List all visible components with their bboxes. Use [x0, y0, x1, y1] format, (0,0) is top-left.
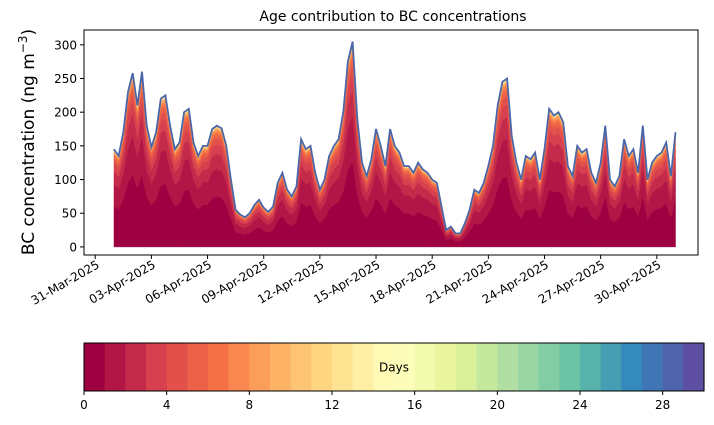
- x-axis: 31-Mar-202503-Apr-202506-Apr-202509-Apr-…: [29, 255, 663, 308]
- colorbar-swatch: [311, 343, 333, 391]
- colorbar-swatch: [580, 343, 602, 391]
- colorbar-swatch: [249, 343, 271, 391]
- colorbar-swatch: [187, 343, 209, 391]
- colorbar-swatch: [125, 343, 147, 391]
- y-axis-label: BC concentration (ng m−3): [16, 29, 39, 255]
- colorbar-swatch: [621, 343, 643, 391]
- y-axis: 0 50 100 150 200 250 300: [54, 38, 84, 254]
- colorbar-tick-label: 20: [490, 398, 505, 412]
- colorbar-swatch: [290, 343, 312, 391]
- colorbar-swatch: [228, 343, 250, 391]
- colorbar-tick-label: 16: [407, 398, 422, 412]
- colorbar-tick-label: 0: [80, 398, 88, 412]
- colorbar-swatch: [352, 343, 374, 391]
- colorbar-swatch: [414, 343, 436, 391]
- colorbar: Days 0 4 8 12 16 20 24 28: [80, 342, 705, 412]
- colorbar-swatch: [146, 343, 168, 391]
- colorbar-swatch: [104, 343, 126, 391]
- total-concentration-line: [113, 41, 677, 235]
- colorbar-tick-label: 12: [324, 398, 339, 412]
- y-tick-label: 50: [62, 207, 77, 221]
- y-tick-label: 200: [54, 106, 77, 120]
- y-tick-label: 0: [69, 240, 77, 254]
- colorbar-swatch: [476, 343, 498, 391]
- stacked-area-layers: [113, 41, 677, 248]
- y-tick-label: 150: [54, 139, 77, 153]
- colorbar-swatch: [559, 343, 581, 391]
- colorbar-swatch: [683, 343, 705, 391]
- colorbar-swatch: [600, 343, 622, 391]
- colorbar-label: Days: [379, 361, 409, 375]
- plot-frame: [83, 29, 699, 256]
- colorbar-swatch: [518, 343, 540, 391]
- colorbar-swatch: [332, 343, 354, 391]
- colorbar-swatch: [394, 343, 416, 391]
- colorbar-swatch: [270, 343, 292, 391]
- colorbar-swatch: [642, 343, 664, 391]
- colorbar-swatch: [373, 343, 395, 391]
- colorbar-frame: [83, 342, 705, 392]
- colorbar-swatch: [538, 343, 560, 391]
- y-tick-label: 300: [54, 38, 77, 52]
- colorbar-swatch: [435, 343, 457, 391]
- chart-title: Age contribution to BC concentrations: [259, 9, 526, 25]
- colorbar-swatch: [456, 343, 478, 391]
- colorbar-swatch: [497, 343, 519, 391]
- y-tick-label: 250: [54, 72, 77, 86]
- colorbar-swatch: [208, 343, 230, 391]
- y-tick-label: 100: [54, 173, 77, 187]
- colorbar-tick-label: 4: [163, 398, 171, 412]
- colorbar-swatch: [662, 343, 684, 391]
- colorbar-swatch: [84, 343, 106, 391]
- colorbar-tick-label: 8: [246, 398, 254, 412]
- colorbar-tick-label: 24: [572, 398, 587, 412]
- colorbar-tick-label: 28: [655, 398, 670, 412]
- colorbar-swatch: [166, 343, 188, 391]
